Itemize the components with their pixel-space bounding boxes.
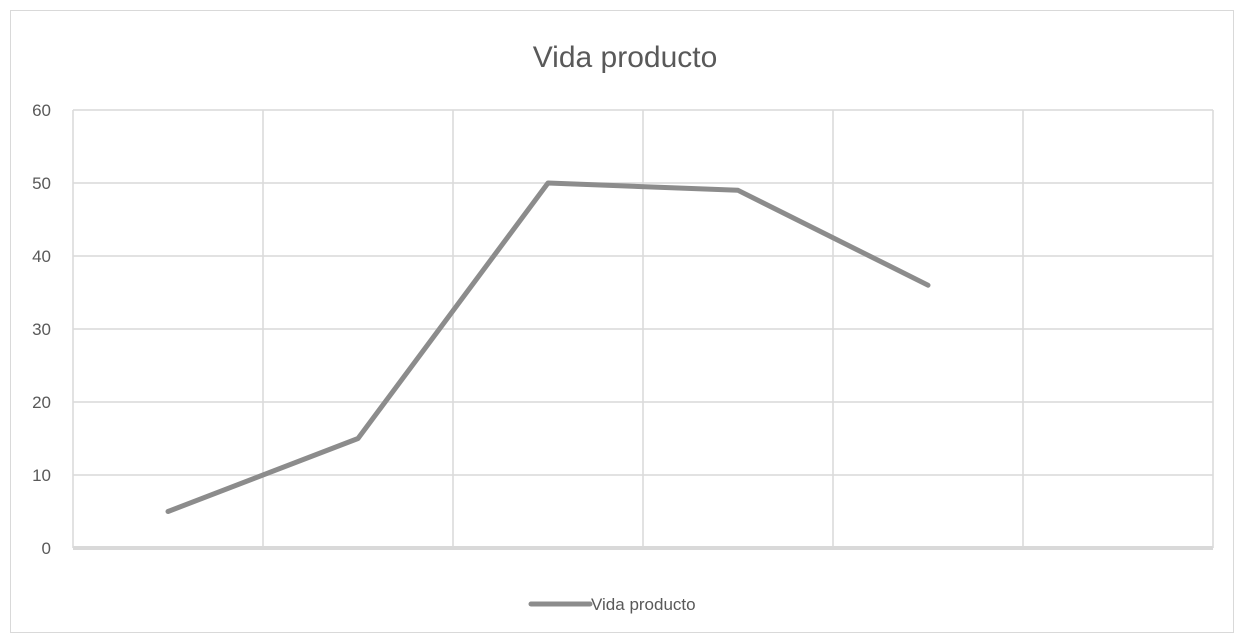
series-line [165,180,931,514]
y-axis-ticks: 0 10 20 30 40 50 60 [32,101,51,558]
y-tick-label: 50 [32,174,51,193]
legend: Vida producto [528,595,696,614]
y-tick-label: 40 [32,247,51,266]
legend-label: Vida producto [591,595,696,614]
y-tick-label: 20 [32,393,51,412]
y-tick-label: 30 [32,320,51,339]
y-tick-label: 0 [42,539,51,558]
chart-frame [10,10,1234,633]
chart-title: Vida producto [533,41,718,74]
y-tick-label: 10 [32,466,51,485]
series-layer [165,180,931,514]
y-tick-label: 60 [32,101,51,120]
